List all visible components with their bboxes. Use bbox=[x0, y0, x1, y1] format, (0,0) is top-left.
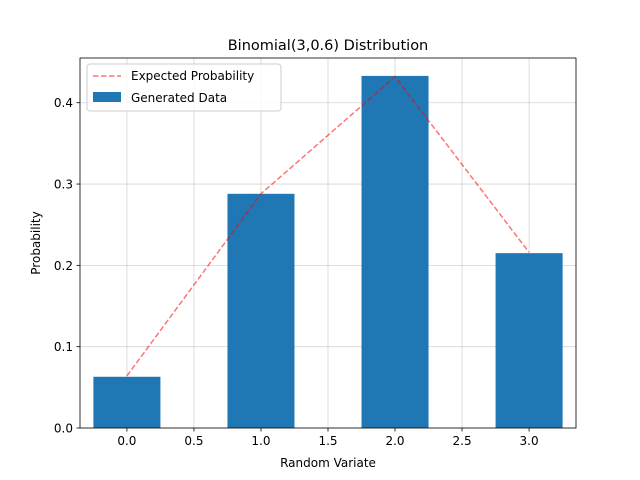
x-axis-label: Random Variate bbox=[280, 456, 376, 470]
y-tick-label: 0.0 bbox=[54, 422, 73, 436]
y-tick-label: 0.3 bbox=[54, 178, 73, 192]
legend-generated-swatch bbox=[93, 92, 121, 102]
chart-title: Binomial(3,0.6) Distribution bbox=[228, 38, 429, 54]
legend-expected-label: Expected Probability bbox=[131, 69, 254, 83]
expected-probability-line bbox=[126, 75, 530, 377]
y-tick-label: 0.1 bbox=[54, 340, 73, 354]
x-tick-label: 0.0 bbox=[117, 434, 136, 448]
y-axis-label: Probability bbox=[29, 211, 43, 274]
x-tick-label: 1.0 bbox=[251, 434, 270, 448]
legend-box bbox=[86, 63, 282, 112]
bar bbox=[495, 253, 563, 428]
y-tick-label: 0.2 bbox=[54, 259, 73, 273]
x-tick-label: 2.5 bbox=[453, 434, 472, 448]
x-tick-label: 3.0 bbox=[520, 434, 539, 448]
expected-line-layer bbox=[126, 75, 530, 377]
bar bbox=[93, 376, 161, 428]
bars bbox=[93, 75, 563, 428]
legend: Expected Probability Generated Data bbox=[86, 63, 282, 112]
bar bbox=[227, 193, 295, 428]
x-tick-label: 0.5 bbox=[184, 434, 203, 448]
legend-generated-label: Generated Data bbox=[131, 91, 227, 105]
y-ticks: 0.0 0.1 0.2 0.3 0.4 bbox=[54, 96, 80, 436]
y-tick-label: 0.4 bbox=[54, 96, 73, 110]
bar bbox=[361, 75, 429, 428]
x-tick-label: 1.5 bbox=[318, 434, 337, 448]
x-tick-label: 2.0 bbox=[385, 434, 404, 448]
x-ticks: 0.0 0.5 1.0 1.5 2.0 2.5 3.0 bbox=[117, 428, 539, 448]
